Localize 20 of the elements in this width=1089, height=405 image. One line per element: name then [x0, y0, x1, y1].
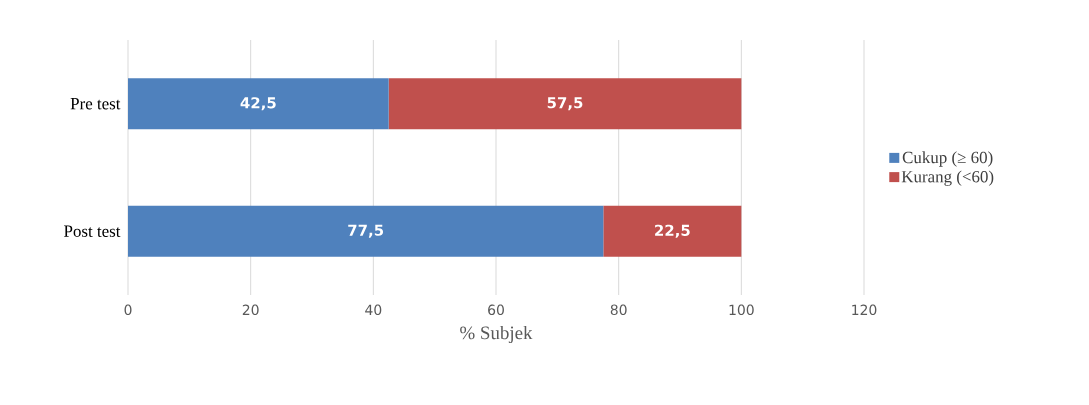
x-tick-label: 60: [488, 304, 504, 316]
legend-label: Cukup (≥ 60): [902, 151, 993, 167]
data-label: 42,5: [240, 97, 276, 111]
data-label: 77,5: [348, 224, 384, 238]
bar: [603, 205, 742, 257]
x-tick-label: 100: [729, 304, 754, 316]
x-tick-label: 120: [852, 304, 877, 316]
x-tick-label: 80: [610, 304, 627, 316]
x-tick-label: 0: [124, 304, 132, 316]
bar: [128, 78, 389, 130]
data-label: 22,5: [655, 224, 690, 238]
y-tick-label: Pre test: [70, 98, 121, 110]
x-axis-title: % Subjek: [460, 325, 533, 344]
x-tick-label: 20: [242, 304, 259, 316]
bar: [128, 205, 604, 257]
x-tick-label: 40: [365, 304, 382, 316]
bar: [388, 78, 742, 130]
legend-label: Kurang (<60): [901, 170, 994, 186]
y-tick-label: Post test: [64, 225, 121, 237]
data-label: 57,5: [547, 97, 583, 111]
